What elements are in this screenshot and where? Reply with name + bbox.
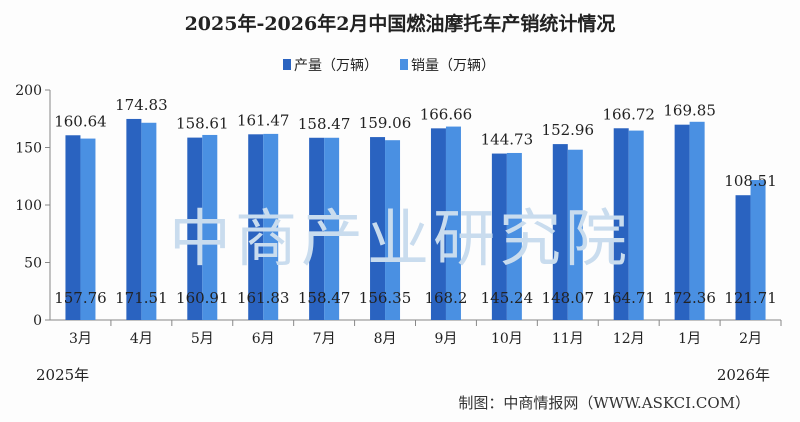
y-tick-label: 50 [24,256,42,272]
bar-sales [567,149,583,320]
data-label-production: 161.47 [237,111,290,129]
watermark: 中商产业研究院 [169,202,631,275]
source-note: 制图：中商情报网（WWW.ASKCI.COM） [458,394,750,412]
data-label-production: 160.64 [54,112,107,130]
bars [65,118,766,321]
data-label-sales: 148.07 [542,289,595,307]
legend-label: 销量（万辆） [411,58,495,74]
y-tick-label: 150 [15,141,42,157]
year-label-end: 2026年 [717,366,770,384]
data-label-sales: 164.71 [602,289,655,307]
bar-sales [506,152,522,320]
data-label-sales: 171.51 [115,289,168,307]
bar-production [370,137,386,320]
bar-production [491,153,507,320]
bar-production [187,137,203,320]
bar-sales [445,126,461,320]
data-label-production: 158.61 [176,115,229,133]
bar-sales [80,138,96,320]
data-label-production: 158.47 [298,115,351,133]
data-label-sales: 168.2 [424,289,467,307]
bar-production [126,118,142,321]
bar-production [613,128,629,320]
data-label-production: 166.66 [420,105,473,123]
bar-sales [628,130,644,320]
y-tick-label: 100 [15,198,42,214]
x-tick-label: 6月 [252,331,275,347]
bar-sales [202,134,218,320]
data-label-production: 166.72 [602,105,655,123]
bar-production [309,137,325,320]
legend-swatch [283,59,291,70]
year-label-start: 2025年 [36,366,89,384]
y-tick-label: 0 [33,313,42,329]
bar-production [552,144,568,320]
data-label-sales: 121.71 [724,289,777,307]
bar-sales [141,122,157,321]
data-label-sales: 157.76 [54,289,107,307]
data-label-production: 108.51 [724,172,777,190]
data-label-sales: 161.83 [237,289,290,307]
bar-production [674,124,690,320]
bar-production [248,134,264,320]
x-tick-label: 10月 [491,331,523,347]
x-tick-label: 4月 [130,331,153,347]
bar-production [65,135,81,320]
x-tick-label: 5月 [191,331,214,347]
data-label-production: 174.83 [115,96,168,114]
data-label-production: 159.06 [359,114,412,132]
chart-title: 2025年-2026年2月中国燃油摩托车产销统计情况 [185,12,616,35]
bar-production [735,195,751,320]
bar-production [430,128,446,320]
data-label-sales: 158.47 [298,289,351,307]
x-tick-label: 7月 [313,331,336,347]
x-tick-label: 3月 [69,331,92,347]
x-tick-label: 2月 [739,331,762,347]
bar-sales [324,137,340,320]
legend-swatch [400,59,408,70]
bar-sales [263,133,279,320]
x-tick-label: 12月 [613,331,645,347]
bar-sales [385,140,401,320]
y-tick-label: 200 [15,83,42,99]
x-tick-label: 9月 [434,331,457,347]
data-labels: 160.64 157.76 174.83 171.51 158.61 160.91 161.… [54,96,777,307]
data-label-sales: 145.24 [481,289,534,307]
bar-sales [689,121,705,320]
axes: 0 50 100 150 200 3月 4月 5月 6月 7月 8月 9月 10月 11月 12月 1月 2月 [15,83,782,347]
bar-sales [750,180,766,320]
data-label-sales: 160.91 [176,289,229,307]
data-label-sales: 172.36 [663,289,716,307]
legend: 产量（万辆） 销量（万辆） [283,58,495,74]
data-label-sales: 156.35 [359,289,412,307]
legend-label: 产量（万辆） [294,58,378,74]
x-tick-label: 1月 [678,331,701,347]
x-tick-label: 11月 [552,331,584,347]
data-label-production: 144.73 [481,131,534,149]
x-tick-label: 8月 [374,331,397,347]
data-label-production: 169.85 [663,102,716,120]
data-label-production: 152.96 [542,121,595,139]
